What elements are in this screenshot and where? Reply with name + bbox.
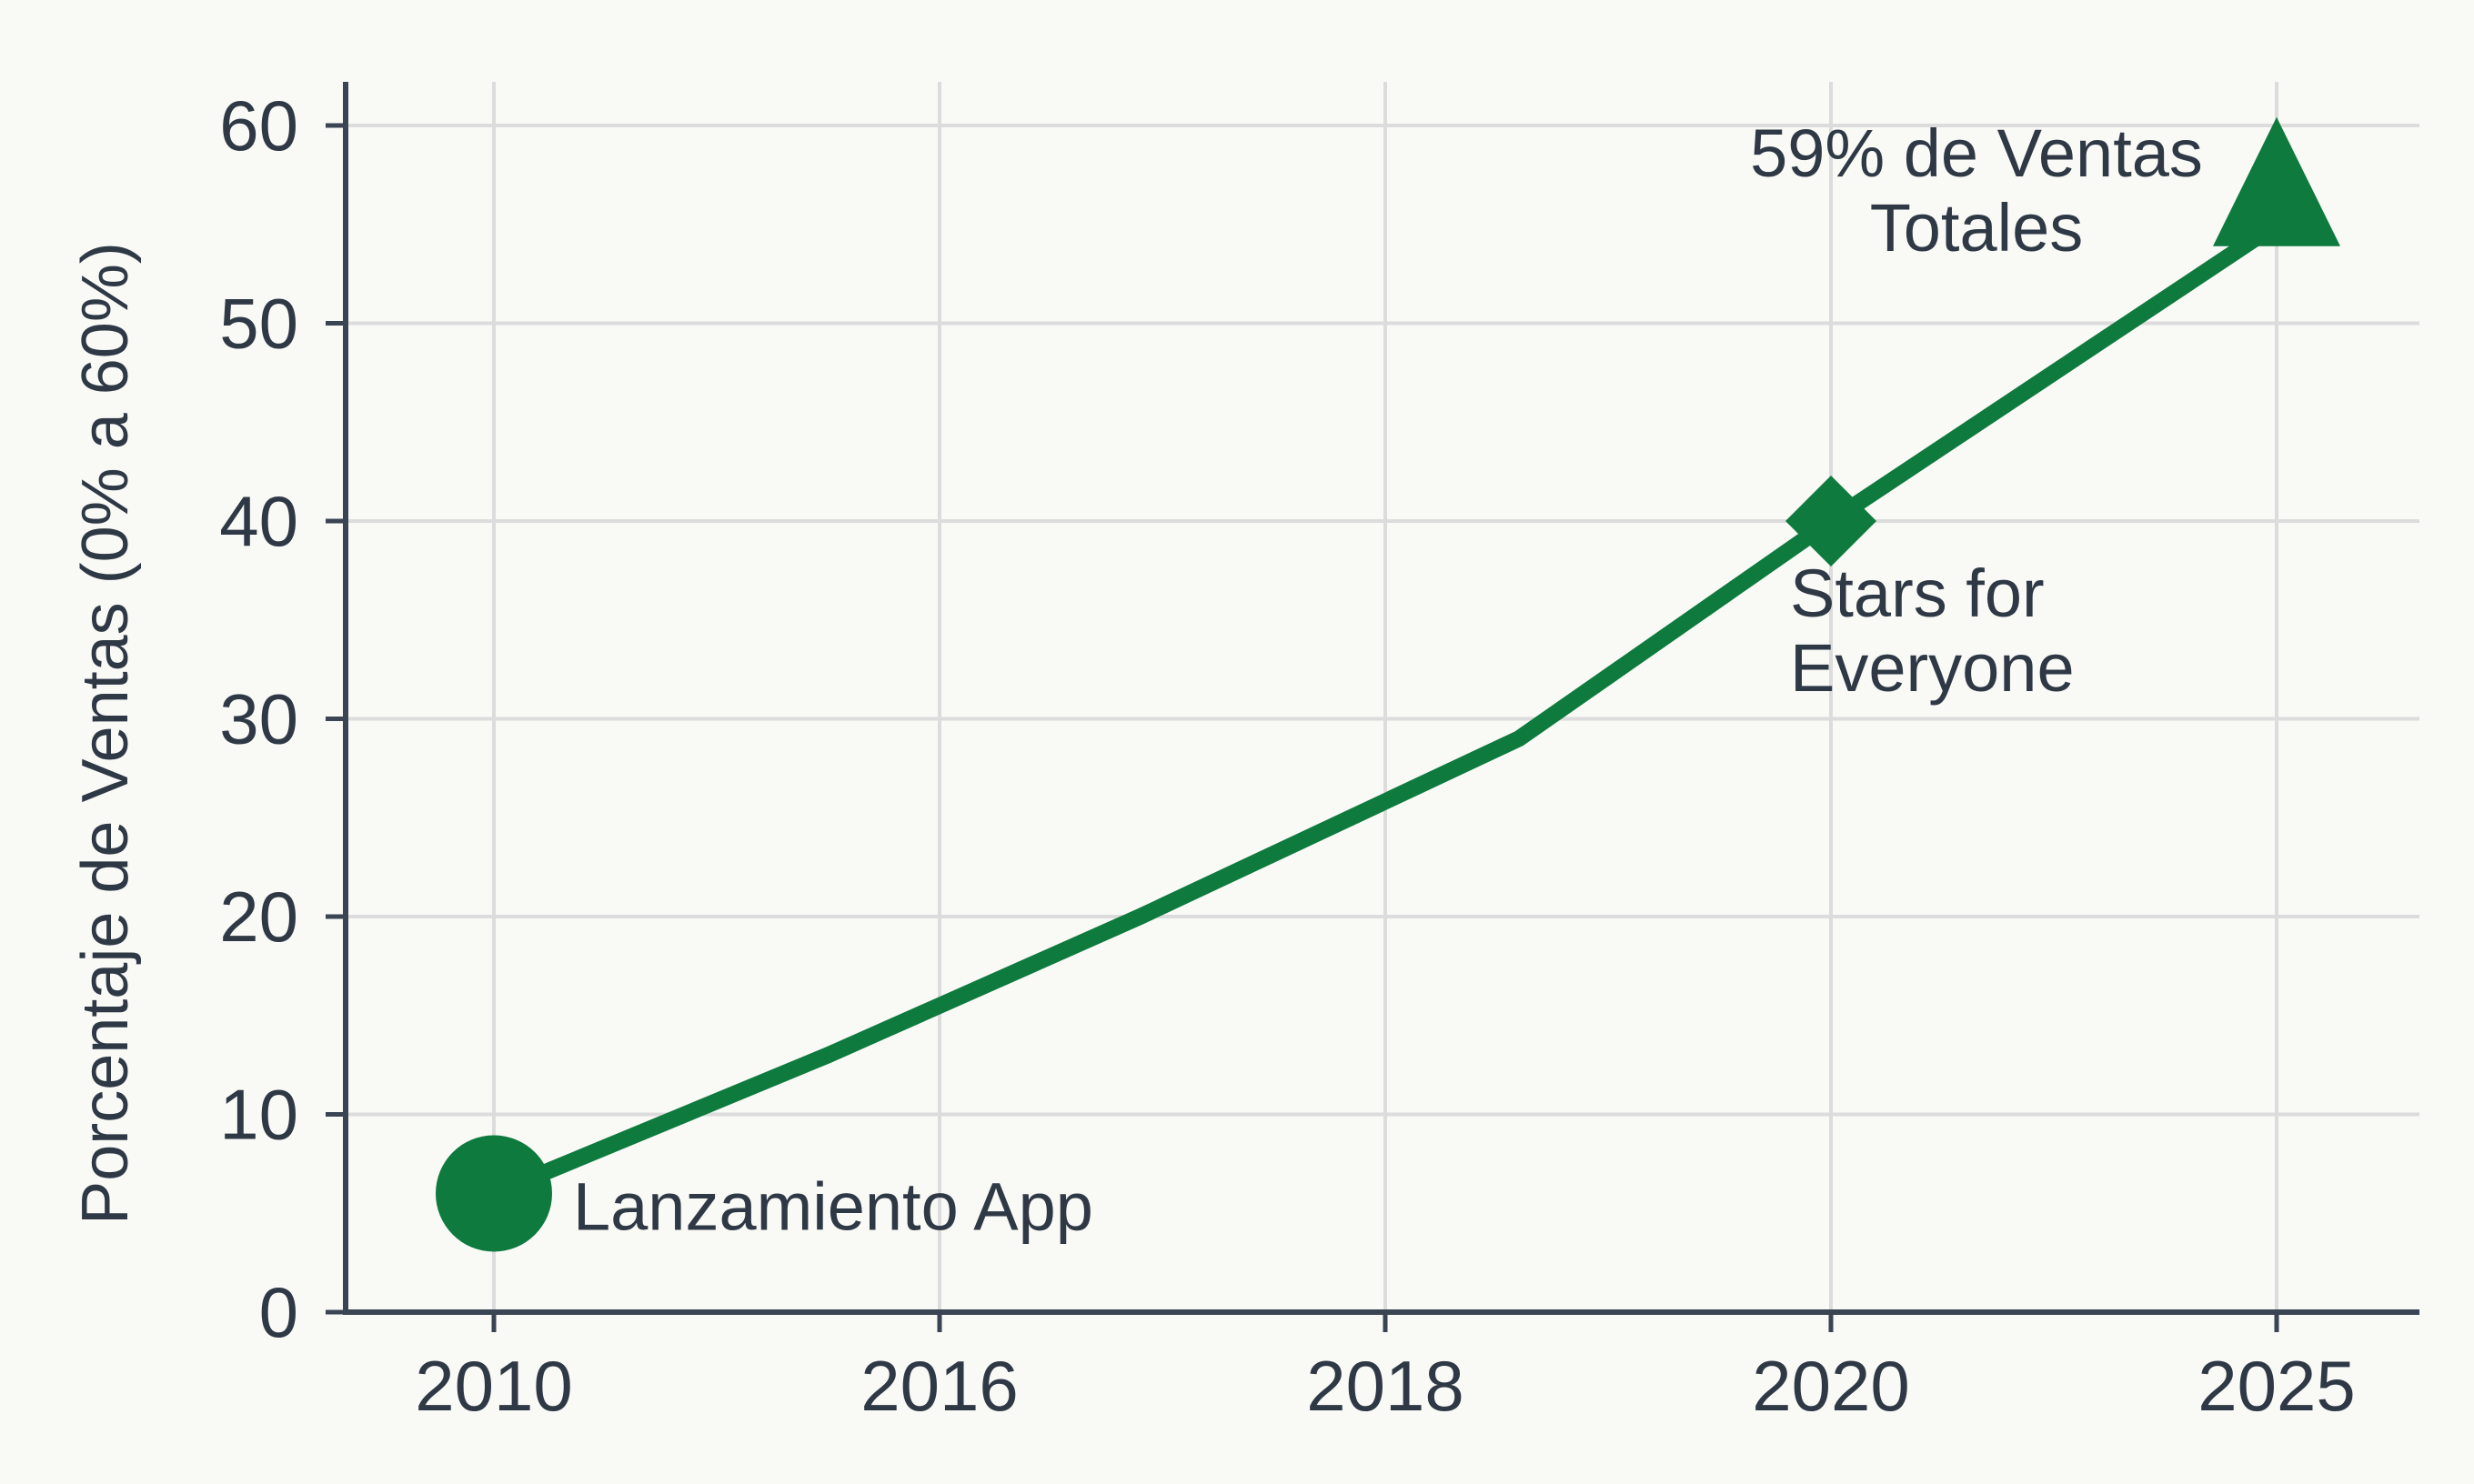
annotation-label: 59% de Ventas Totales [1750,115,2203,266]
annotation-line: 59% de Ventas [1750,115,2203,191]
x-tick-label: 2020 [1752,1346,1910,1426]
data-point-circle-marker [436,1135,552,1252]
labels: 0 10 20 30 40 50 60 2010 2016 2018 2020 2025 Porcent… [69,85,2356,1426]
x-tick-label: 2010 [415,1346,573,1426]
annotation-line: Stars for [1790,556,2045,631]
x-tick-label: 2018 [1306,1346,1464,1426]
y-tick-label: 50 [219,284,298,364]
y-tick-label: 0 [259,1272,298,1352]
data-point-triangle-marker [2213,116,2340,246]
y-tick-label: 40 [219,481,298,561]
annotation-label: Lanzamiento App [573,1169,1093,1245]
x-tick-label: 2016 [860,1346,1019,1426]
y-tick-label: 20 [219,877,298,957]
y-axis-title: Porcentaje de Ventas (0% a 60%) [69,242,142,1225]
axis-lines [343,82,2419,1315]
y-tick-label: 60 [219,85,298,165]
y-tick-label: 10 [219,1075,298,1155]
y-tick-label: 30 [219,679,298,759]
annotation-line: Totales [1870,190,2083,266]
axes [326,82,2419,1332]
grid [346,82,2419,1312]
data-series [436,116,2340,1252]
data-point-diamond-marker [1785,476,1876,567]
annotation-label: Stars for Everyone [1790,556,2075,706]
x-tick-label: 2025 [2197,1346,2356,1426]
series-line [486,216,2285,1202]
annotation-line: Lanzamiento App [573,1169,1093,1245]
annotation-line: Everyone [1790,630,2075,706]
